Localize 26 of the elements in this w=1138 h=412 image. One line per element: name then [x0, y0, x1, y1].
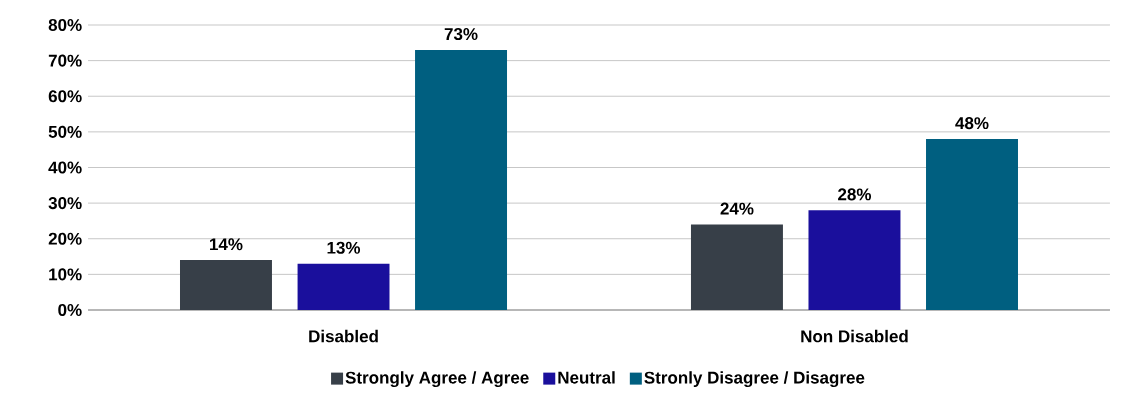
- y-tick-label: 0%: [58, 303, 82, 317]
- y-tick-label: 30%: [48, 197, 82, 210]
- y-tick-label: 20%: [48, 232, 82, 245]
- bar: [808, 210, 901, 310]
- bar: [297, 263, 390, 310]
- data-label: 28%: [838, 188, 872, 201]
- bar: [415, 49, 508, 310]
- y-tick-label: 80%: [48, 18, 82, 32]
- bar: [926, 138, 1018, 310]
- bar: [690, 224, 783, 310]
- y-tick-label: 70%: [48, 54, 82, 67]
- y-tick-label: 50%: [48, 125, 82, 138]
- data-label: 14%: [210, 238, 243, 251]
- bar: [179, 260, 272, 310]
- y-tick-label: 60%: [48, 90, 82, 103]
- legend-label: Neutral: [558, 371, 615, 384]
- data-label: 73%: [444, 28, 478, 41]
- legend-label: Strongly Agree / Agree: [345, 371, 529, 388]
- y-tick-label: 40%: [48, 161, 82, 174]
- x-tick-label: Non Disabled: [801, 329, 908, 343]
- data-label: 13%: [327, 241, 361, 254]
- legend-label: Stronly Disagree / Disagree: [644, 371, 865, 388]
- y-tick-label: 10%: [49, 268, 82, 281]
- data-label: 48%: [955, 117, 989, 130]
- x-tick-label: Disabled: [309, 329, 378, 343]
- data-label: 24%: [720, 202, 754, 215]
